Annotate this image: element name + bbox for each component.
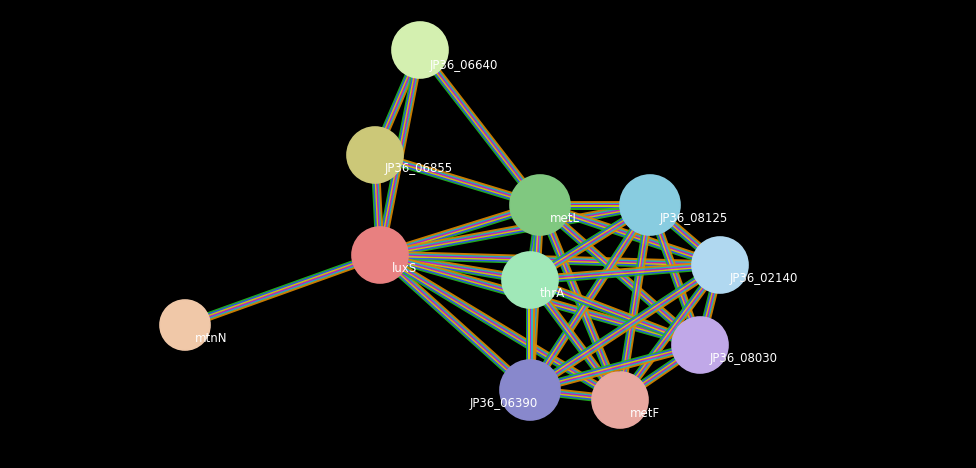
Text: mtnN: mtnN xyxy=(195,332,227,345)
Text: JP36_08030: JP36_08030 xyxy=(710,352,778,365)
Circle shape xyxy=(592,372,648,428)
Circle shape xyxy=(692,237,748,293)
Text: JP36_08125: JP36_08125 xyxy=(660,212,728,225)
Text: JP36_06855: JP36_06855 xyxy=(385,162,453,175)
Text: JP36_02140: JP36_02140 xyxy=(730,272,798,285)
Text: luxS: luxS xyxy=(392,262,418,275)
Circle shape xyxy=(347,127,403,183)
Circle shape xyxy=(500,360,560,420)
Circle shape xyxy=(352,227,408,283)
Circle shape xyxy=(392,22,448,78)
Circle shape xyxy=(620,175,680,235)
Circle shape xyxy=(160,300,210,350)
Circle shape xyxy=(510,175,570,235)
Text: metF: metF xyxy=(630,407,660,420)
Text: thrA: thrA xyxy=(540,287,565,300)
Text: JP36_06390: JP36_06390 xyxy=(470,397,538,410)
Circle shape xyxy=(672,317,728,373)
Text: JP36_06640: JP36_06640 xyxy=(430,59,499,72)
Circle shape xyxy=(502,252,558,308)
Text: metL: metL xyxy=(550,212,580,225)
